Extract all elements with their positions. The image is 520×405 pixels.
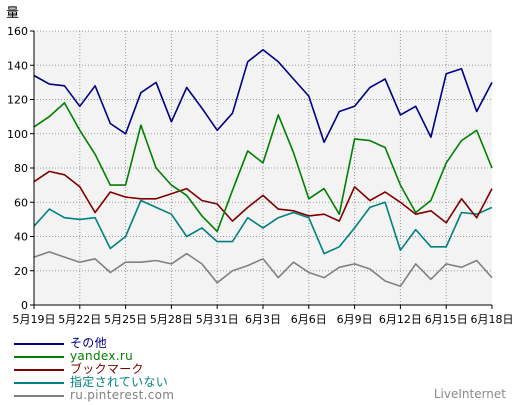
y-tick-label: 140: [7, 59, 28, 72]
legend-swatch: [14, 368, 64, 371]
x-tick-label: 5月22日: [58, 313, 101, 326]
legend: その他 yandex.ru ブックマーク 指定されていない ru.pinterest.c…: [14, 337, 174, 402]
y-tick-label: 40: [14, 231, 28, 244]
series-line: [33, 102, 493, 233]
y-tick-label: 120: [7, 94, 28, 107]
x-tick-label: 5月19日: [13, 313, 56, 326]
legend-item: その他: [14, 337, 174, 350]
legend-swatch: [14, 355, 64, 358]
y-tick-label: 80: [14, 162, 28, 175]
series-lines: [33, 48, 493, 288]
legend-label: 指定されていない: [70, 375, 169, 389]
series-line: [33, 199, 493, 255]
x-tick-label: 6月6日: [291, 313, 327, 326]
y-tick-label: 60: [14, 196, 28, 209]
x-tick-label: 5月31日: [196, 313, 239, 326]
legend-item: 指定されていない: [14, 376, 174, 389]
legend-item: ブックマーク: [14, 363, 174, 376]
x-tick-label: 6月15日: [425, 313, 468, 326]
y-axis-ticks: 0 20 40 60 80 100 120 140 160: [7, 25, 34, 312]
x-tick-label: 6月18日: [471, 313, 514, 326]
x-axis-ticks: 5月19日 5月22日 5月25日 5月28日 5月31日 6月3日 6月6日 6月9日 6月1…: [13, 305, 514, 326]
y-axis-label: 量: [6, 6, 19, 21]
watermark: LiveInternet: [433, 387, 506, 401]
legend-label: その他: [70, 336, 107, 350]
x-tick-label: 6月12日: [379, 313, 422, 326]
legend-item: yandex.ru: [14, 350, 174, 363]
x-tick-label: 5月28日: [150, 313, 193, 326]
x-tick-label: 6月9日: [337, 313, 373, 326]
series-line: [33, 251, 493, 288]
x-tick-label: 6月3日: [245, 313, 281, 326]
y-tick-label: 0: [21, 299, 28, 312]
legend-item: ru.pinterest.com: [14, 389, 174, 402]
legend-label: ブックマーク: [70, 362, 144, 376]
x-tick-label: 5月25日: [104, 313, 147, 326]
series-line: [33, 170, 493, 224]
legend-swatch: [14, 394, 64, 397]
y-tick-label: 160: [7, 25, 28, 38]
legend-label: yandex.ru: [70, 349, 134, 363]
y-tick-label: 20: [14, 265, 28, 278]
legend-swatch: [14, 381, 64, 384]
legend-swatch: [14, 342, 64, 345]
series-line: [33, 48, 493, 144]
legend-label: ru.pinterest.com: [70, 388, 175, 402]
y-tick-label: 100: [7, 128, 28, 141]
